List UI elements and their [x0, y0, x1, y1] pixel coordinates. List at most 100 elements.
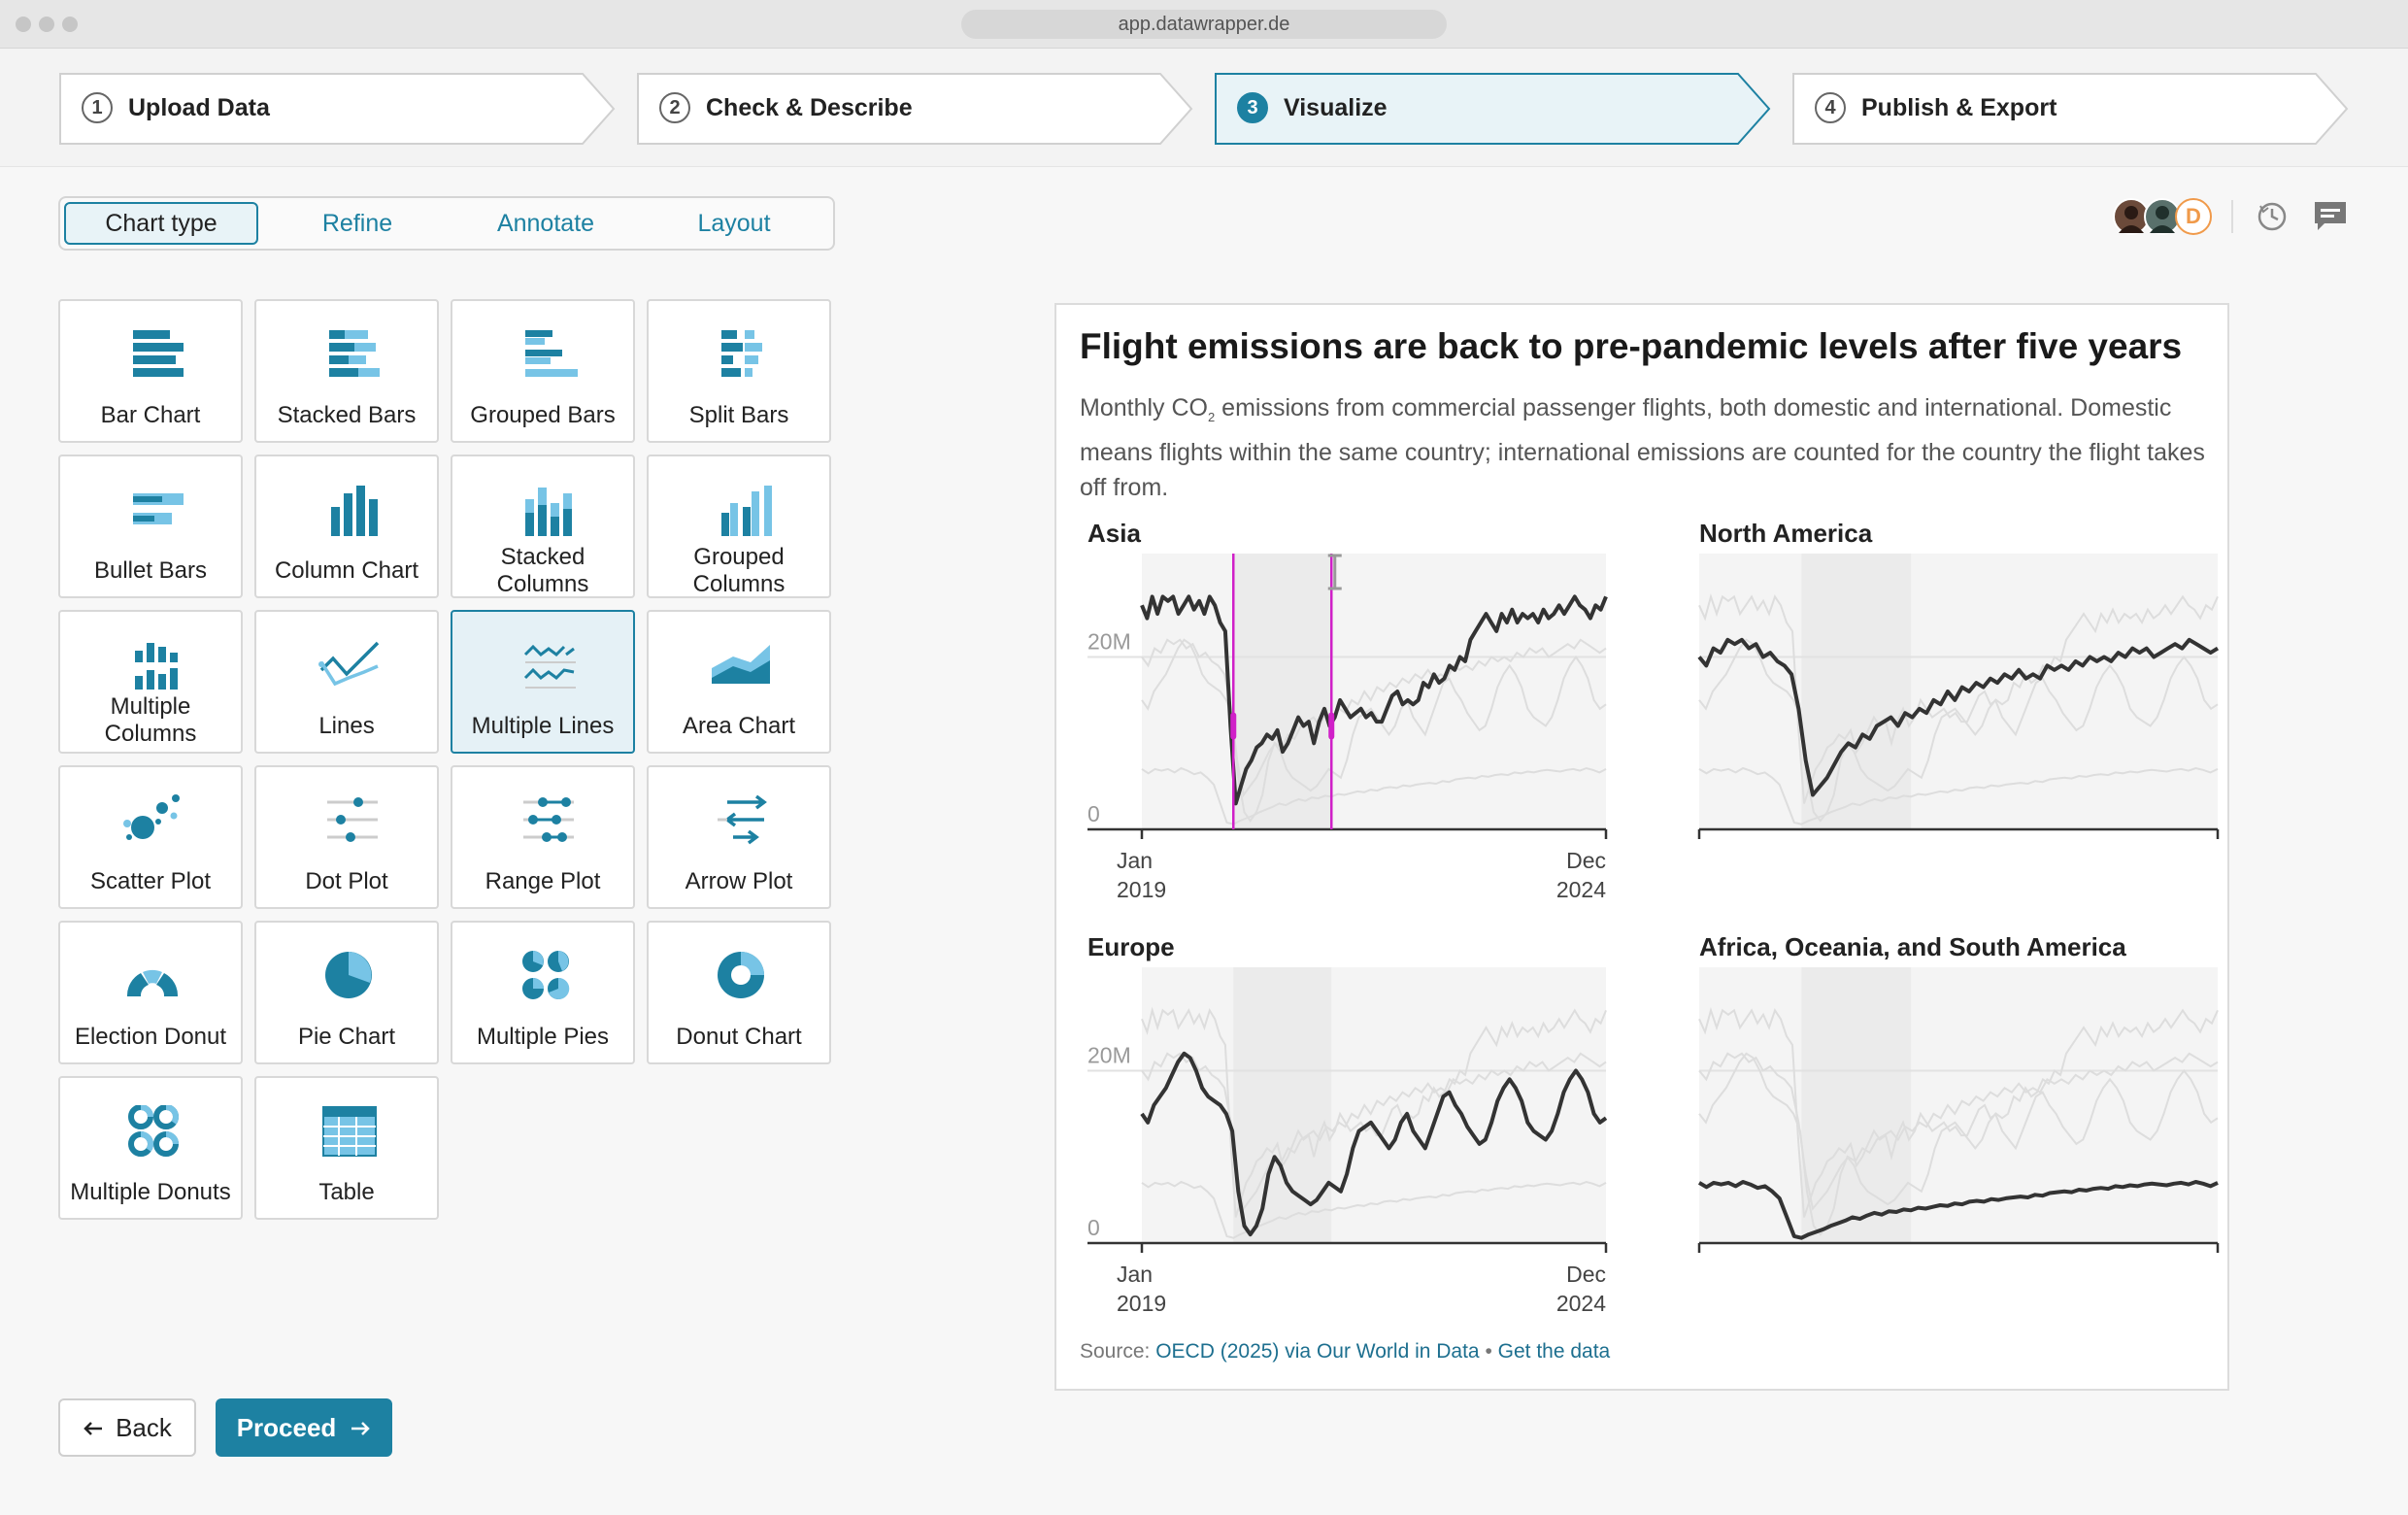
- stacked-columns-icon: [525, 488, 572, 536]
- step-number: 1: [82, 92, 113, 123]
- chart-type-bar-chart[interactable]: Bar Chart: [58, 299, 243, 443]
- chart-description[interactable]: Monthly CO2 emissions from commercial pa…: [1080, 390, 2206, 505]
- y-tick-label: 0: [1087, 1215, 1100, 1240]
- chart-type-label: Multiple Lines: [471, 713, 615, 739]
- chart-type-label: Donut Chart: [676, 1024, 802, 1050]
- window-minimize-dot[interactable]: [39, 17, 54, 32]
- context-series-line: [1141, 1052, 1607, 1211]
- chart-type-donut-chart[interactable]: Donut Chart: [647, 921, 831, 1064]
- chart-type-label: Scatter Plot: [89, 868, 212, 894]
- panel-label: North America: [1699, 519, 1873, 548]
- chart-type-label: Pie Chart: [297, 1024, 396, 1050]
- chart-type-label: Multiple Pies: [476, 1024, 610, 1050]
- step-check-describe[interactable]: [636, 72, 1195, 146]
- window-zoom-dot[interactable]: [62, 17, 78, 32]
- source-link[interactable]: OECD (2025) via Our World in Data: [1155, 1340, 1480, 1363]
- chart-type-grouped-columns[interactable]: Grouped Columns: [647, 454, 831, 598]
- shaded-period: [1801, 554, 1912, 829]
- chart-type-label: Dot Plot: [305, 868, 388, 894]
- avatar[interactable]: [2144, 198, 2181, 235]
- proceed-button[interactable]: Proceed: [216, 1398, 392, 1457]
- tab-refine[interactable]: Refine: [321, 209, 393, 237]
- panel-background: [1142, 967, 1606, 1243]
- chart-preview: Flight emissions are back to pre-pandemi…: [1054, 303, 2229, 1391]
- chart-type-range-plot[interactable]: Range Plot: [451, 765, 635, 909]
- series-line: [1697, 637, 2220, 797]
- chart-type-bullet-bars[interactable]: Bullet Bars: [58, 454, 243, 598]
- scatter-plot-icon: [123, 794, 180, 840]
- chart-type-column-chart[interactable]: Column Chart: [254, 454, 439, 598]
- context-series-line: [1141, 1006, 1607, 1218]
- window-close-dot[interactable]: [16, 17, 31, 32]
- chart-title[interactable]: Flight emissions are back to pre-pandemi…: [1080, 326, 2183, 366]
- bar-chart-icon: [133, 330, 184, 377]
- chart-type-dot-plot[interactable]: Dot Plot: [254, 765, 439, 909]
- step-label: Visualize: [1284, 93, 1388, 121]
- chart-type-multiple-columns[interactable]: Multiple Columns: [58, 610, 243, 754]
- multiple-donuts-icon: [128, 1105, 179, 1157]
- chart-type-multiple-pies[interactable]: Multiple Pies: [451, 921, 635, 1064]
- source-prefix: Source:: [1080, 1340, 1156, 1363]
- chart-type-arrow-plot[interactable]: Arrow Plot: [647, 765, 831, 909]
- tab-chart-type[interactable]: Chart type: [64, 202, 258, 245]
- step-visualize-content: 3 Visualize: [1237, 72, 1388, 144]
- step-publish-export[interactable]: [1791, 72, 2351, 146]
- selection-marker-handle: [1230, 712, 1237, 740]
- chart-type-election-donut[interactable]: Election Donut: [58, 921, 243, 1064]
- grouped-columns-icon: [721, 486, 772, 536]
- text-cursor-icon: [1327, 554, 1342, 590]
- chart-type-multiple-lines[interactable]: Multiple Lines: [451, 610, 635, 754]
- chart-type-stacked-columns[interactable]: Stacked Columns: [451, 454, 635, 598]
- address-bar[interactable]: app.datawrapper.de: [961, 10, 1447, 39]
- comment-icon[interactable]: [2313, 200, 2348, 233]
- arrow-right-icon: [350, 1413, 371, 1443]
- step-upload-data[interactable]: [58, 72, 618, 146]
- tab-annotate[interactable]: Annotate: [496, 209, 595, 237]
- chart-type-multiple-donuts[interactable]: Multiple Donuts: [58, 1076, 243, 1220]
- column-chart-icon: [331, 486, 378, 536]
- y-tick-label: 0: [1087, 801, 1100, 826]
- chart-type-pie-chart[interactable]: Pie Chart: [254, 921, 439, 1064]
- x-tick-label: 2024: [1556, 1291, 1606, 1316]
- context-series-line: [1698, 766, 2219, 825]
- back-label: Back: [116, 1412, 172, 1442]
- step-visualize[interactable]: [1214, 72, 1773, 146]
- y-tick-label: 20M: [1087, 629, 1131, 655]
- chart-type-label: Grouped Bars: [470, 402, 616, 428]
- area-chart-icon: [712, 645, 770, 684]
- multiple-pies-icon: [522, 951, 570, 999]
- panel-background: [1699, 967, 2218, 1243]
- get-the-data-link[interactable]: Get the data: [1497, 1340, 1611, 1363]
- series-line: [1140, 594, 1608, 806]
- chart-type-table[interactable]: Table: [254, 1076, 439, 1220]
- shaded-period: [1801, 967, 1912, 1243]
- tab-layout[interactable]: Layout: [697, 209, 771, 237]
- chart-type-lines[interactable]: Lines: [254, 610, 439, 754]
- chart-type-grouped-bars[interactable]: Grouped Bars: [451, 299, 635, 443]
- shaded-period: [1233, 967, 1332, 1243]
- chart-type-split-bars[interactable]: Split Bars: [647, 299, 831, 443]
- chart-type-label: Stacked Bars: [277, 402, 417, 428]
- x-tick-label: 2024: [1556, 877, 1606, 902]
- chart-type-label: Election Donut: [74, 1024, 227, 1050]
- chart-type-label: Arrow Plot: [685, 868, 793, 894]
- chart-type-area-chart[interactable]: Area Chart: [647, 610, 831, 754]
- bullet-bars-icon: [133, 493, 184, 524]
- chart-type-scatter-plot[interactable]: Scatter Plot: [58, 765, 243, 909]
- table-icon: [322, 1106, 377, 1157]
- chart-type-label: Area Chart: [682, 713, 796, 739]
- chart-type-label: Lines: [318, 713, 375, 739]
- sidebar-tabs: Chart type Refine Annotate Layout: [58, 196, 835, 251]
- election-donut-icon: [126, 970, 179, 996]
- source-separator: •: [1479, 1340, 1498, 1363]
- browser-chrome: app.datawrapper.de: [0, 0, 2408, 49]
- step-publish-export-content: 4 Publish & Export: [1815, 72, 2057, 144]
- series-line: [1140, 1051, 1608, 1237]
- stacked-bars-icon: [329, 330, 380, 377]
- back-button[interactable]: Back: [58, 1398, 196, 1457]
- history-icon[interactable]: [2255, 198, 2290, 233]
- avatar-initial[interactable]: D: [2175, 198, 2212, 235]
- chart-type-stacked-bars[interactable]: Stacked Bars: [254, 299, 439, 443]
- chart-type-label: Table: [318, 1179, 375, 1205]
- selection-marker-handle: [1328, 712, 1335, 740]
